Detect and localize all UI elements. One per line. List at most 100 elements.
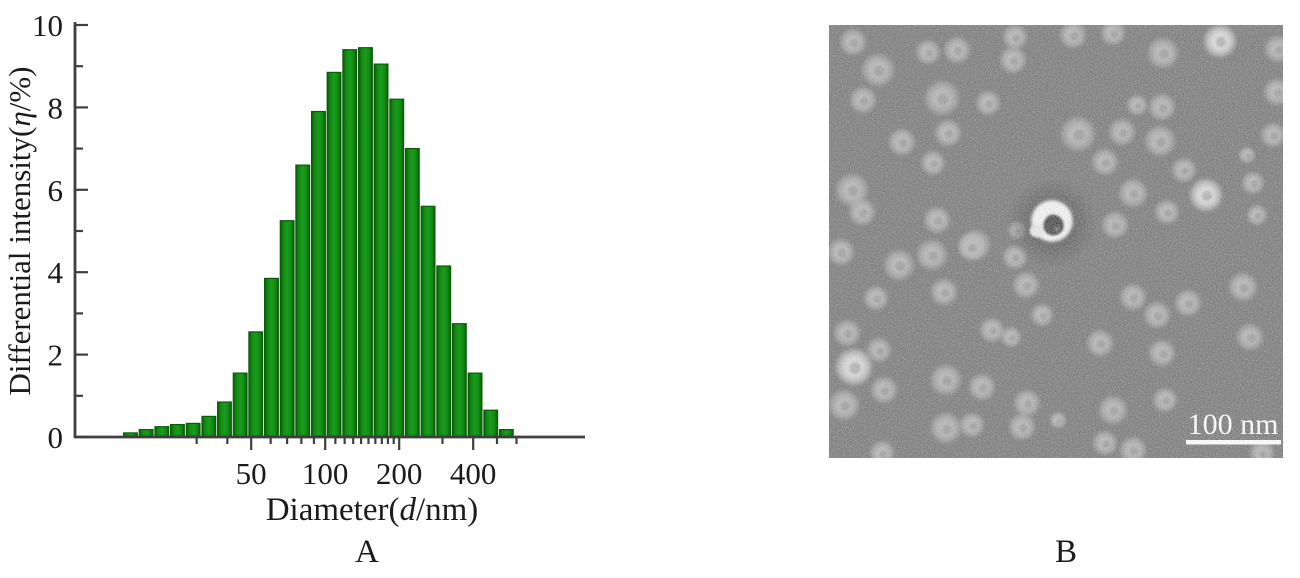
histogram-bar [404,148,420,437]
tem-particle-center-spot [873,65,885,77]
tem-particle-center-spot [1245,153,1251,159]
tem-scale-bar-label: 100 nm [1188,408,1279,441]
tem-particle-center-spot [942,376,952,386]
tem-particle-center-spot [898,138,908,148]
tem-particle-center-spot [1023,399,1033,409]
tem-particle [1262,77,1283,107]
tem-particles [829,25,1283,458]
tem-particle-center-spot [1184,299,1194,309]
panel-a-label: A [355,534,379,570]
tem-particle-center-spot [1250,180,1258,188]
tem-particle-center-spot [858,208,868,218]
histogram-bar [201,415,217,437]
histogram-bar [185,422,201,437]
tem-particle-center-spot [942,424,952,434]
histogram-bar [217,401,232,437]
histogram-bar [436,265,452,437]
histogram-bar [358,47,373,437]
tem-particle-center-spot [1134,102,1142,110]
tem-big-particle [1006,177,1098,269]
histogram-bar [420,205,436,437]
tem-particle-center-spot [1156,137,1166,147]
tem-particle-center-spot [1110,30,1118,38]
tem-particle-center-spot [1101,158,1111,168]
tem-particle-center-spot [1159,49,1169,59]
tem-particle-center-spot [1246,333,1256,343]
tem-particle-center-spot [1274,45,1283,55]
tem-particle-center-spot [873,295,881,303]
y-tick-label: 2 [48,338,64,373]
tem-particle-center-spot [944,129,954,139]
tem-particle-center-spot [1239,283,1249,293]
tem-particle-center-spot [849,38,859,48]
tem-svg: 100 nm [829,25,1283,458]
histogram-bar [326,71,342,437]
x-tick-label: 100 [302,456,349,491]
histogram-bar [389,98,405,437]
histogram-bar [170,424,185,437]
histogram-bar [373,63,389,437]
histogram-bar [232,372,248,437]
histogram-bar [342,49,358,437]
panel-b-label: B [1055,534,1078,570]
tem-particle-center-spot [1018,423,1028,433]
tem-particle-center-spot [1153,311,1163,321]
x-tick-label: 400 [450,456,497,491]
axis-ticks [75,23,518,450]
tem-particle-center-spot [1069,31,1079,41]
x-axis-label: Diameter(d/nm) [266,492,479,528]
histogram-bar [154,426,170,437]
tem-particle [1263,34,1283,64]
histogram-bar [279,220,295,437]
tem-scale-bar [1186,440,1281,445]
tem-particle-center-spot [1009,56,1019,66]
tem-particle-center-spot [1215,36,1227,48]
tem-particle-center-spot [847,185,859,197]
tem-particle-center-spot [1012,254,1020,262]
big-particle-bump [1029,224,1045,238]
histogram-bars [122,47,514,437]
tem-particle-center-spot [876,347,884,355]
tem-particle-center-spot [978,383,988,393]
tem-particle [868,439,896,458]
tem-particle-center-spot [985,100,993,108]
tem-particle-center-spot [1056,418,1062,424]
big-particle-core-highlight [1054,226,1060,232]
tem-particle-center-spot [1012,34,1020,42]
tem-particle-center-spot [1270,132,1278,140]
tem-particle-center-spot [837,248,847,258]
tem-particle-center-spot [840,401,850,411]
tem-particle-center-spot [1102,440,1110,448]
y-tick-label: 6 [48,173,64,208]
tem-grainy-layer [829,25,1283,458]
tem-particle-center-spot [1162,397,1170,405]
tem-particle-center-spot [933,216,943,226]
tem-particle-center-spot [940,288,950,298]
tem-micrograph-panel: 100 nm [829,25,1283,458]
x-tick-label: 200 [376,456,423,491]
tem-particle-center-spot [1118,128,1128,138]
tem-particle-center-spot [1129,189,1139,199]
tem-particle-center-spot [880,386,890,396]
histogram-bar [467,372,483,437]
y-tick-label: 10 [32,8,63,43]
tem-particle-center-spot [895,261,905,271]
dls-histogram-panel: 0 2 4 6 8 10 50 100 200 400 Diameter(d/nm) Differen… [2,8,585,528]
histogram-bar [483,409,499,437]
tem-particle-center-spot [859,96,869,106]
histogram-bar [295,164,311,437]
histogram-bar [122,432,138,437]
histogram-bar [264,277,279,437]
histogram-bar [451,323,467,437]
x-tick-label: 50 [236,456,267,491]
y-tick-label: 0 [48,420,64,455]
histogram-bar [248,331,264,437]
tem-particle-center-spot [937,93,949,105]
y-tick-label: 8 [48,90,64,125]
histogram-bar [138,429,154,437]
histogram-bar [311,110,326,437]
tem-particle-center-spot [989,327,997,335]
tem-particle-center-spot [1109,406,1119,416]
